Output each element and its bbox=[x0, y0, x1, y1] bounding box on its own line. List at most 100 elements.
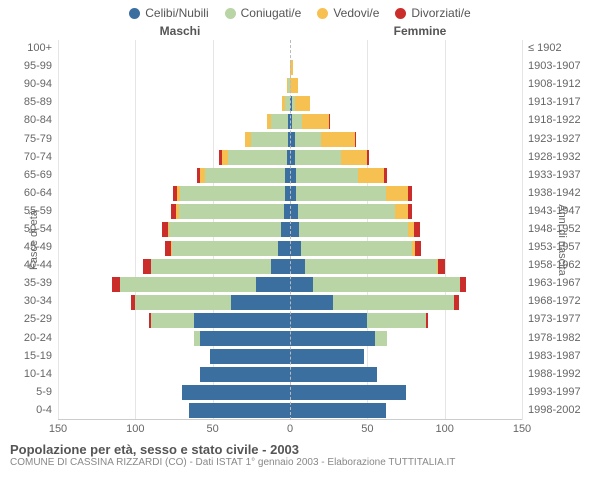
bar-female bbox=[290, 204, 522, 219]
age-row: 90-941908-1912 bbox=[58, 76, 522, 94]
bar-segment bbox=[210, 349, 290, 364]
bar-segment bbox=[205, 168, 285, 183]
legend-item: Celibi/Nubili bbox=[129, 6, 208, 20]
bar-segment bbox=[194, 313, 290, 328]
x-tick-label: 100 bbox=[126, 423, 144, 435]
legend-swatch bbox=[395, 8, 406, 19]
bar-segment bbox=[290, 349, 364, 364]
column-headers: Maschi Femmine bbox=[0, 22, 600, 40]
bar-male bbox=[58, 403, 290, 418]
age-row: 45-491953-1957 bbox=[58, 239, 522, 257]
bar-segment bbox=[179, 204, 284, 219]
bar-segment bbox=[180, 186, 285, 201]
bar-segment bbox=[290, 367, 377, 382]
legend-label: Divorziati/e bbox=[411, 6, 470, 20]
bar-segment bbox=[299, 222, 407, 237]
bar-female bbox=[290, 313, 522, 328]
chart-title: Popolazione per età, sesso e stato civil… bbox=[10, 442, 590, 457]
bar-segment bbox=[290, 403, 386, 418]
bar-female bbox=[290, 349, 522, 364]
bar-male bbox=[58, 385, 290, 400]
bar-female bbox=[290, 78, 522, 93]
bar-segment bbox=[290, 60, 293, 75]
legend: Celibi/NubiliConiugati/eVedovi/eDivorzia… bbox=[0, 0, 600, 22]
bar-segment bbox=[301, 241, 412, 256]
legend-swatch bbox=[317, 8, 328, 19]
legend-item: Divorziati/e bbox=[395, 6, 470, 20]
bar-segment bbox=[298, 204, 395, 219]
bar-segment bbox=[426, 313, 428, 328]
bar-male bbox=[58, 42, 290, 57]
x-tick-label: 50 bbox=[207, 423, 219, 435]
bar-male bbox=[58, 313, 290, 328]
bar-segment bbox=[386, 186, 408, 201]
header-male: Maschi bbox=[0, 24, 300, 38]
bar-male bbox=[58, 259, 290, 274]
bar-female bbox=[290, 295, 522, 310]
bar-segment bbox=[290, 313, 367, 328]
bar-segment bbox=[135, 295, 231, 310]
bar-segment bbox=[290, 78, 298, 93]
bar-segment bbox=[231, 295, 290, 310]
age-row: 5-91993-1997 bbox=[58, 384, 522, 402]
bar-female bbox=[290, 277, 522, 292]
bar-segment bbox=[408, 204, 413, 219]
bar-segment bbox=[305, 259, 436, 274]
bar-male bbox=[58, 295, 290, 310]
bar-female bbox=[290, 222, 522, 237]
legend-label: Celibi/Nubili bbox=[145, 6, 208, 20]
age-row: 85-891913-1917 bbox=[58, 94, 522, 112]
bar-segment bbox=[151, 313, 194, 328]
bar-female bbox=[290, 150, 522, 165]
header-female: Femmine bbox=[300, 24, 600, 38]
bar-segment bbox=[290, 241, 301, 256]
legend-item: Vedovi/e bbox=[317, 6, 379, 20]
bar-segment bbox=[355, 132, 357, 147]
bar-segment bbox=[415, 241, 421, 256]
bar-male bbox=[58, 114, 290, 129]
bar-segment bbox=[251, 132, 288, 147]
bar-male bbox=[58, 168, 290, 183]
bar-segment bbox=[278, 241, 290, 256]
bar-segment bbox=[290, 331, 375, 346]
bar-segment bbox=[271, 259, 290, 274]
bar-segment bbox=[143, 259, 151, 274]
bar-female bbox=[290, 132, 522, 147]
x-tick-label: 0 bbox=[287, 423, 293, 435]
bar-segment bbox=[296, 168, 358, 183]
bar-female bbox=[290, 114, 522, 129]
bar-male bbox=[58, 78, 290, 93]
bar-segment bbox=[295, 96, 310, 111]
bar-segment bbox=[290, 277, 313, 292]
bar-segment bbox=[228, 150, 287, 165]
chart-subtitle: COMUNE DI CASSINA RIZZARDI (CO) - Dati I… bbox=[10, 457, 590, 468]
age-row: 40-441958-1962 bbox=[58, 257, 522, 275]
bar-male bbox=[58, 96, 290, 111]
population-pyramid-chart: Fasce di età Anni di nascita 100+≤ 19029… bbox=[8, 40, 592, 440]
age-row: 80-841918-1922 bbox=[58, 112, 522, 130]
bar-male bbox=[58, 349, 290, 364]
bar-male bbox=[58, 132, 290, 147]
age-row: 75-791923-1927 bbox=[58, 130, 522, 148]
bar-segment bbox=[296, 186, 386, 201]
bar-male bbox=[58, 60, 290, 75]
grid-line bbox=[522, 40, 523, 420]
bar-male bbox=[58, 331, 290, 346]
bar-segment bbox=[290, 259, 305, 274]
age-row: 30-341968-1972 bbox=[58, 293, 522, 311]
age-row: 50-541948-1952 bbox=[58, 221, 522, 239]
bar-segment bbox=[358, 168, 384, 183]
bar-segment bbox=[281, 222, 290, 237]
bar-rows: 100+≤ 190295-991903-190790-941908-191285… bbox=[58, 40, 522, 420]
age-row: 65-691933-1937 bbox=[58, 167, 522, 185]
bar-female bbox=[290, 186, 522, 201]
bar-male bbox=[58, 150, 290, 165]
bar-segment bbox=[384, 168, 387, 183]
bar-segment bbox=[290, 222, 299, 237]
bar-segment bbox=[414, 222, 420, 237]
x-axis: 15010050050100150 bbox=[58, 419, 522, 440]
bar-segment bbox=[151, 259, 272, 274]
bar-segment bbox=[290, 385, 406, 400]
bar-female bbox=[290, 385, 522, 400]
age-row: 10-141988-1992 bbox=[58, 366, 522, 384]
